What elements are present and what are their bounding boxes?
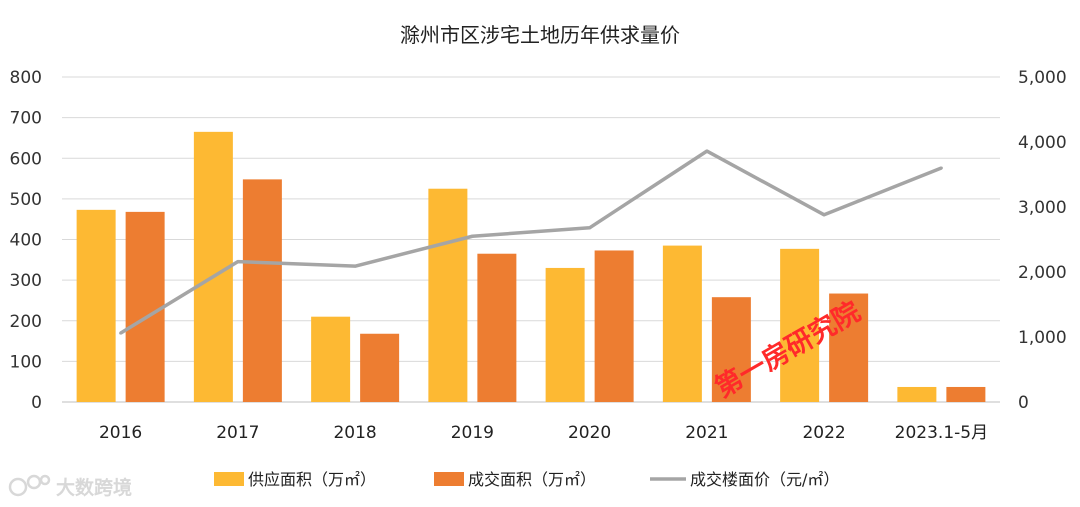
price-point-5: [705, 149, 709, 153]
legend-supply-swatch: [214, 472, 244, 486]
right-tick-label: 2,000: [1018, 263, 1067, 283]
price-point-0: [119, 331, 123, 335]
right-tick-label: 1,000: [1018, 328, 1067, 348]
deal-bar-0: [125, 211, 165, 402]
deal-bar-7: [946, 386, 986, 402]
left-axis-ticks: 0 100 200 300 400 500 600 700 800: [10, 68, 42, 413]
supply-bar-7: [897, 386, 937, 402]
left-tick-label: 300: [10, 271, 42, 291]
supply-bar-4: [545, 267, 585, 402]
deal-bar-3: [477, 253, 517, 402]
right-axis-ticks: 0 1,000 2,000 3,000 4,000 5,000: [1018, 68, 1067, 413]
legend: 供应面积（万㎡） 成交面积（万㎡） 成交楼面价（元/㎡）: [214, 470, 839, 489]
left-tick-label: 200: [10, 312, 42, 332]
x-tick-label: 2018: [333, 423, 376, 443]
price-point-6: [822, 213, 826, 217]
supply-bar-0: [76, 209, 116, 402]
supply-bar-2: [311, 316, 351, 402]
supply-bar-6: [780, 248, 820, 402]
left-tick-label: 700: [10, 109, 42, 129]
x-tick-label: 2022: [802, 423, 845, 443]
price-point-3: [470, 234, 474, 238]
x-axis-ticks: 2016 2017 2018 2019 2020 2021 2022 2023.1-5月: [99, 423, 988, 443]
x-tick-label: 2021: [685, 423, 728, 443]
price-point-4: [588, 226, 592, 230]
right-tick-label: 5,000: [1018, 68, 1067, 88]
legend-supply-label: 供应面积（万㎡）: [248, 470, 376, 489]
deal-bar-4: [594, 250, 634, 402]
x-tick-label: 2019: [451, 423, 494, 443]
price-point-7: [939, 166, 943, 170]
x-tick-label: 2016: [99, 423, 142, 443]
deal-bar-1: [242, 179, 282, 402]
price-polyline: [119, 149, 943, 335]
chart-title: 滁州市区涉宅土地历年供求量价: [400, 23, 680, 47]
deal-bar-5: [711, 297, 751, 402]
supply-bar-3: [428, 188, 468, 402]
left-tick-label: 600: [10, 149, 42, 169]
deal-bar-2: [360, 333, 400, 402]
legend-supply: 供应面积（万㎡）: [214, 470, 376, 489]
right-tick-label: 4,000: [1018, 133, 1067, 153]
legend-price: 成交楼面价（元/㎡）: [650, 470, 839, 489]
watermark-bottom-left: 大数跨境: [8, 474, 132, 499]
left-tick-label: 100: [10, 352, 42, 372]
price-point-2: [353, 264, 357, 268]
legend-deal-label: 成交面积（万㎡）: [468, 470, 596, 489]
x-tick-label: 2017: [216, 423, 259, 443]
watermark-bottom-left-text: 大数跨境: [56, 476, 132, 499]
legend-price-label: 成交楼面价（元/㎡）: [690, 470, 839, 489]
legend-deal: 成交面积（万㎡）: [434, 470, 596, 489]
left-tick-label: 400: [10, 231, 42, 251]
supply-bar-5: [662, 245, 702, 402]
left-tick-label: 800: [10, 68, 42, 88]
right-tick-label: 0: [1018, 393, 1029, 413]
price-point-1: [236, 260, 240, 264]
left-tick-label: 0: [31, 393, 42, 413]
x-tick-label: 2023.1-5月: [895, 423, 988, 443]
left-tick-label: 500: [10, 190, 42, 210]
watermark-logo-icon: [8, 474, 51, 497]
deal-bar-6: [829, 293, 869, 402]
right-tick-label: 3,000: [1018, 198, 1067, 218]
legend-deal-swatch: [434, 472, 464, 486]
price-line: [119, 149, 943, 335]
x-tick-label: 2020: [568, 423, 611, 443]
